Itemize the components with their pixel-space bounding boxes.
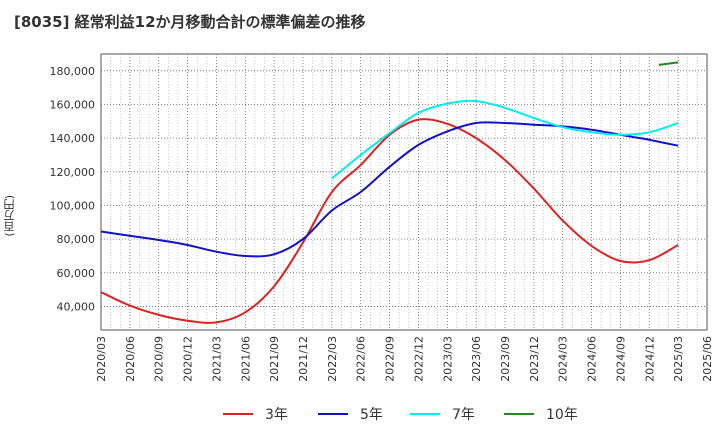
- x-tick-label: 2020/09: [153, 336, 166, 382]
- series-line-10年: [658, 61, 679, 66]
- legend-label: 3年: [265, 407, 288, 423]
- legend-label: 10年: [546, 407, 578, 423]
- x-tick-label: 2023/03: [441, 336, 454, 382]
- y-tick-label: 160,000: [50, 98, 96, 111]
- legend: 3年 5年 7年 10年: [223, 407, 578, 423]
- x-tick-label: 2024/03: [557, 336, 570, 382]
- y-tick-label: 100,000: [50, 199, 96, 212]
- x-tick-label: 2025/06: [701, 336, 714, 382]
- x-tick-label: 2022/09: [384, 336, 397, 382]
- y-tick-label: 140,000: [50, 132, 96, 145]
- legend-label: 5年: [360, 407, 383, 423]
- x-tick-label: 2023/09: [499, 336, 512, 382]
- grid-lines: [100, 54, 708, 330]
- x-tick-label: 2020/06: [124, 336, 137, 382]
- x-tick-label: 2022/12: [412, 336, 425, 382]
- series-line-3年: [100, 118, 679, 324]
- y-tick-label: 120,000: [50, 166, 96, 179]
- y-tick-labels: 40,000 60,000 80,000 100,000 120,000 140,000 1…: [50, 65, 96, 314]
- x-tick-label: 2024/06: [586, 336, 599, 382]
- plot-frame: [100, 53, 708, 331]
- chart-title: [8035] 経常利益12か月移動合計の標準偏差の推移: [14, 13, 366, 31]
- x-tick-label: 2022/03: [326, 336, 339, 382]
- x-tick-label: 2021/09: [268, 336, 281, 382]
- x-tick-label: 2020/12: [182, 336, 195, 382]
- x-tick-label: 2024/09: [614, 336, 627, 382]
- x-tick-label: 2022/06: [355, 336, 368, 382]
- y-tick-label: 40,000: [57, 300, 96, 313]
- x-tick-label: 2021/03: [210, 336, 223, 382]
- x-tick-label: 2021/06: [239, 336, 252, 382]
- x-tick-label: 2024/12: [643, 336, 656, 382]
- x-tick-labels: 2020/03 2020/06 2020/09 2020/12 2021/03 2021/…: [95, 336, 714, 382]
- y-tick-label: 180,000: [50, 65, 96, 78]
- series-lines: [100, 61, 679, 324]
- series-line-7年: [331, 99, 679, 180]
- x-tick-label: 2023/12: [528, 336, 541, 382]
- legend-label: 7年: [452, 407, 475, 423]
- y-tick-label: 80,000: [57, 233, 96, 246]
- y-tick-label: 60,000: [57, 267, 96, 280]
- x-tick-label: 2025/03: [672, 336, 685, 382]
- x-tick-label: 2021/12: [297, 336, 310, 382]
- x-tick-label: 2023/06: [470, 336, 483, 382]
- x-tick-label: 2020/03: [95, 336, 108, 382]
- series-line-5年: [100, 121, 679, 258]
